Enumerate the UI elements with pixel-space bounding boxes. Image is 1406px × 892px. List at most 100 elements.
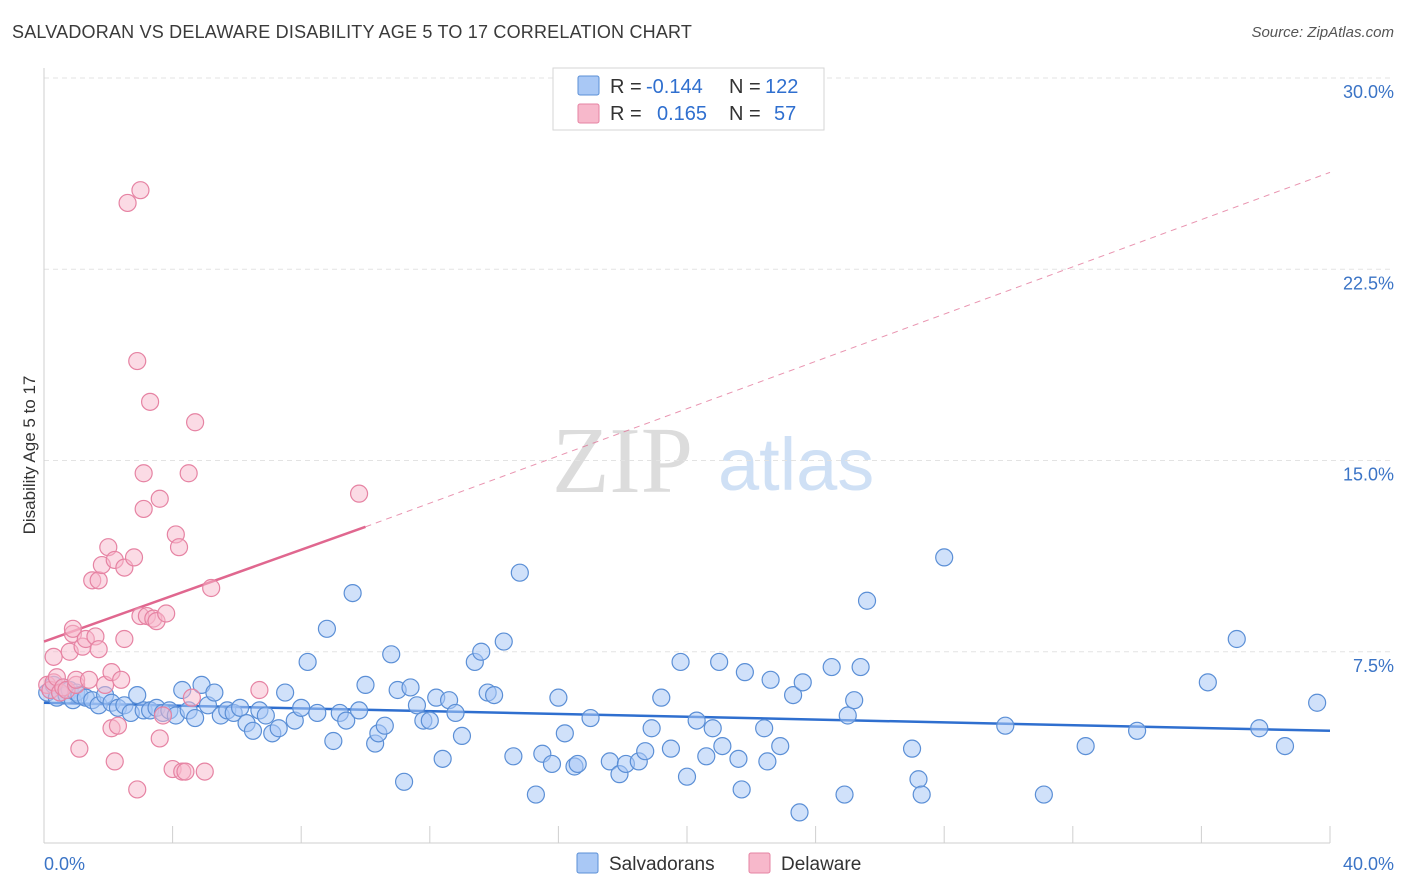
salvadorans-point — [526, 785, 545, 804]
salvadorans-point — [349, 701, 369, 720]
salvadorans-point — [735, 663, 754, 682]
legend-bottom-salvadorans: Salvadorans — [609, 854, 715, 875]
delaware-point — [105, 752, 124, 771]
salvadorans-point — [822, 657, 841, 677]
legend-r-label-2: R = — [610, 103, 642, 125]
y-tick-label: 7.5% — [1353, 656, 1394, 676]
salvadorans-point — [677, 767, 697, 786]
salvadorans-point — [755, 719, 774, 738]
legend-bottom-delaware: Delaware — [781, 854, 861, 875]
y-axis-label: Disability Age 5 to 17 — [20, 376, 39, 535]
salvadorans-point — [382, 645, 401, 664]
salvadorans-point — [761, 670, 780, 689]
salvadorans-point — [671, 652, 690, 672]
salvadorans-point — [703, 719, 722, 738]
salvadorans-point — [1034, 785, 1053, 804]
salvadorans-point — [205, 683, 224, 702]
legend-bottom: Salvadorans Delaware — [576, 852, 861, 875]
salvadorans-point — [793, 673, 812, 692]
delaware-point — [118, 193, 137, 213]
legend-top: R = -0.144 N = 122 R = 0.165 N = 57 — [552, 67, 825, 131]
delaware-point — [128, 780, 147, 799]
delaware-point — [134, 499, 153, 519]
salvadorans-point — [494, 632, 513, 651]
delaware-point — [250, 680, 269, 700]
legend-r-value-2: 0.165 — [657, 103, 707, 125]
y-tick-label: 15.0% — [1343, 465, 1394, 485]
salvadorans-point — [1198, 673, 1217, 692]
salvadorans-point — [394, 772, 414, 791]
delaware-point — [153, 706, 173, 725]
salvadorans-point — [407, 696, 427, 715]
delaware-trend — [43, 171, 1331, 643]
salvadorans-point — [243, 721, 263, 740]
salvadorans-point — [996, 716, 1015, 735]
delaware-point — [70, 739, 89, 758]
legend-bottom-swatch-delaware — [748, 852, 771, 874]
delaware-point — [169, 538, 189, 557]
chart-source: Source: ZipAtlas.com — [1251, 24, 1394, 41]
watermark-atlas: atlas — [718, 423, 874, 506]
salvadorans-point — [269, 719, 288, 738]
salvadorans-point — [1275, 736, 1295, 756]
legend-n-value-1: 122 — [765, 76, 798, 98]
delaware-point — [79, 670, 99, 689]
salvadorans-point — [661, 739, 681, 758]
salvadorans-point — [276, 683, 295, 702]
salvadorans-point — [845, 691, 864, 710]
salvadorans-point — [256, 706, 275, 725]
delaware-point — [349, 484, 369, 503]
salvadorans-point — [343, 583, 362, 603]
delaware-point — [44, 647, 63, 666]
x-tick-min: 0.0% — [44, 854, 85, 874]
legend-swatch-delaware — [577, 103, 600, 124]
delaware-point — [115, 629, 134, 649]
salvadorans-point — [710, 652, 729, 672]
delaware-point — [63, 619, 83, 638]
salvadorans-point — [401, 678, 420, 697]
salvadorans-point — [504, 747, 523, 766]
delaware-point — [134, 464, 153, 483]
salvadorans-point — [857, 591, 877, 610]
salvadorans-point — [783, 685, 803, 705]
salvadorans-point — [446, 703, 465, 723]
delaware-point — [157, 604, 176, 623]
delaware-point — [202, 578, 221, 598]
salvadorans-point — [472, 642, 491, 661]
salvadorans-point — [838, 706, 857, 725]
salvadorans-point — [909, 770, 928, 789]
delaware-point — [140, 392, 160, 411]
delaware-point — [182, 688, 201, 707]
salvadorans-point — [1227, 629, 1246, 649]
salvadorans-point — [337, 711, 356, 730]
salvadorans-point — [542, 754, 562, 774]
delaware-point — [89, 571, 108, 590]
x-tick-max: 40.0% — [1343, 854, 1394, 874]
delaware-point — [179, 464, 198, 483]
salvadorans-point — [549, 688, 568, 707]
y-tick-label: 22.5% — [1343, 273, 1394, 293]
salvadorans-point — [687, 711, 706, 730]
salvadorans-point — [652, 688, 671, 707]
legend-n-label-2: N = — [729, 103, 761, 125]
salvadorans-point — [452, 726, 472, 746]
salvadorans-point — [697, 747, 716, 766]
salvadorans-point — [433, 749, 452, 768]
delaware-point — [176, 762, 195, 781]
salvadorans-point — [1308, 693, 1327, 712]
salvadorans-point — [581, 708, 600, 728]
salvadorans-point — [642, 719, 661, 738]
salvadorans-point — [128, 685, 147, 705]
salvadorans-point — [298, 652, 317, 672]
salvadorans-points — [38, 548, 1327, 822]
salvadorans-point — [851, 657, 870, 677]
axes — [43, 68, 1331, 844]
salvadorans-point — [308, 703, 327, 723]
salvadorans-point — [636, 742, 655, 761]
salvadorans-point — [713, 736, 732, 756]
salvadorans-point — [1076, 736, 1095, 756]
delaware-point — [112, 670, 131, 689]
salvadorans-point — [732, 780, 751, 799]
salvadorans-point — [1250, 719, 1269, 738]
salvadorans-point — [324, 731, 343, 751]
